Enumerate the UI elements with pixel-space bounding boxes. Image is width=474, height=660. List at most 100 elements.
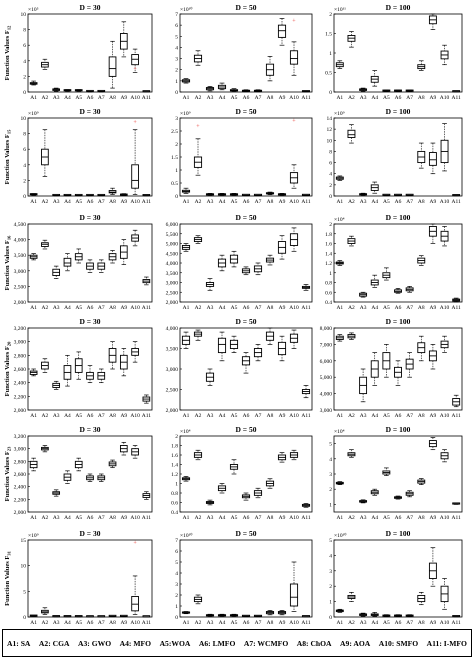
x-tick-label: A1	[336, 305, 343, 311]
x-tick-label: A2	[195, 620, 202, 626]
y-tick-label: 2,000	[14, 510, 27, 516]
y-axis-label: Function Values F31	[4, 550, 12, 605]
y-tick-label: 0.4	[171, 510, 178, 516]
box	[131, 164, 139, 189]
x-tick-label: A6	[87, 95, 94, 101]
x-tick-label: A10	[130, 199, 140, 205]
x-tick-label: A4	[371, 413, 378, 419]
x-tick-label: A7	[406, 413, 413, 419]
y-tick-label: 6	[175, 23, 178, 29]
x-tick-label: A10	[289, 95, 299, 101]
y-exponent: ×10⁴	[334, 217, 345, 223]
x-tick-label: A5	[383, 515, 390, 521]
y-tick-label: 5,000	[166, 242, 179, 248]
x-tick-label: A9	[430, 515, 437, 521]
y-exponent: ×10⁴	[180, 429, 191, 435]
y-tick-label: 0	[175, 90, 178, 96]
y-exponent: ×10¹¹	[334, 7, 346, 13]
chart-panel: D = 100 ×10⁴ 0.4 0.6 0.8 1 1.2 1.4 1.6 1.8 2 A1 A2 A3…	[325, 213, 463, 311]
y-exponent: ×10⁴	[334, 429, 345, 435]
x-tick-label: A4	[219, 95, 226, 101]
x-tick-label: A2	[348, 199, 355, 205]
x-tick-label: A5	[75, 305, 82, 311]
x-tick-label: A5	[231, 620, 238, 626]
y-exponent: ×10¹⁰	[334, 532, 347, 539]
y-tick-label: 4	[23, 163, 26, 169]
x-tick-label: A10	[440, 95, 450, 101]
y-tick-label: 2,600	[14, 367, 27, 373]
y-tick-label: 2	[175, 593, 178, 599]
y-tick-label: 4,000	[320, 392, 333, 398]
y-tick-label: 0	[329, 194, 332, 200]
x-tick-label: A6	[395, 413, 402, 419]
y-tick-label: 2	[329, 183, 332, 189]
x-tick-label: A5	[75, 95, 82, 101]
y-tick-label: 2,500	[166, 290, 179, 296]
y-tick-label: 8	[23, 28, 26, 34]
x-tick-label: A9	[430, 95, 437, 101]
y-tick-label: 8,000	[320, 326, 333, 332]
y-tick-label: 2	[23, 74, 26, 80]
chart-title: D = 100	[386, 425, 411, 434]
x-tick-label: A6	[243, 305, 250, 311]
x-tick-label: A1	[183, 413, 190, 419]
y-exponent: ×10⁹	[180, 111, 191, 117]
x-tick-label: A11	[301, 95, 311, 101]
x-tick-label: A11	[452, 199, 462, 205]
chart-title: D = 30	[80, 213, 101, 222]
y-tick-label: 2,000	[14, 408, 27, 414]
outlier-marker: +	[133, 120, 137, 126]
x-tick-label: A3	[207, 413, 214, 419]
x-tick-label: A4	[64, 199, 71, 205]
y-axis-label-sub: 23	[7, 446, 12, 451]
x-tick-label: A10	[289, 413, 299, 419]
x-tick-label: A3	[360, 305, 367, 311]
x-tick-label: A3	[53, 413, 60, 419]
x-tick-label: A4	[64, 413, 71, 419]
y-tick-label: 1	[175, 79, 178, 85]
y-tick-label: 2	[175, 434, 178, 440]
y-tick-label: 3,500	[166, 271, 179, 277]
y-tick-label: 0.5	[171, 181, 178, 187]
y-tick-label: 4	[175, 571, 178, 577]
x-tick-label: A1	[30, 199, 37, 205]
x-tick-label: A5	[231, 199, 238, 205]
y-tick-label: 0	[23, 90, 26, 96]
x-tick-label: A10	[440, 620, 450, 626]
y-tick-label: 3,200	[14, 326, 27, 332]
x-tick-label: A11	[452, 95, 462, 101]
x-tick-label: A11	[301, 305, 311, 311]
x-tick-label: A3	[207, 95, 214, 101]
y-tick-label: 4	[329, 172, 332, 178]
y-tick-label: 3	[329, 472, 332, 478]
x-tick-label: A10	[289, 515, 299, 521]
y-tick-label: 10	[21, 564, 27, 570]
x-tick-label: A3	[53, 95, 60, 101]
x-tick-label: A1	[336, 95, 343, 101]
x-tick-label: A3	[207, 305, 214, 311]
box	[289, 583, 299, 607]
chart-panel: D = 100 3,000 4,000 5,000 6,000 7,000 8,000 A1 A…	[320, 317, 463, 419]
x-tick-label: A2	[348, 515, 355, 521]
chart-panel: D = 50 ×10⁹ 0 0.5 1 1.5 2 2.5 3 A1 A2 + A3 A4 A5 A6 A7 A8…	[171, 107, 313, 205]
y-exponent: ×10¹⁰	[180, 532, 193, 539]
x-tick-label: A9	[430, 199, 437, 205]
x-tick-label: A5	[231, 305, 238, 311]
x-tick-label: A5	[383, 95, 390, 101]
y-tick-label: 5,000	[320, 375, 333, 381]
chart-title: D = 50	[236, 213, 257, 222]
y-tick-label: 3,200	[14, 434, 27, 440]
outlier-marker: +	[133, 67, 137, 73]
x-tick-label: A6	[243, 620, 250, 626]
x-tick-label: A3	[53, 199, 60, 205]
x-tick-label: A3	[53, 515, 60, 521]
x-tick-label: A9	[120, 305, 127, 311]
x-tick-label: A11	[452, 620, 462, 626]
y-tick-label: 1.8	[325, 232, 332, 238]
x-tick-label: A3	[207, 620, 214, 626]
chart-panel: D = 50 ×10⁴ 0.4 0.6 0.8 1 1.2 1.4 1.6 1.8 2 A1 A2 A3 A…	[171, 425, 313, 521]
y-tick-label: 10	[21, 12, 27, 18]
y-tick-label: 4	[329, 553, 332, 559]
